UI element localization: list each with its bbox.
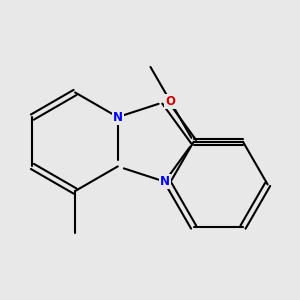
Text: O: O: [165, 95, 175, 108]
Text: N: N: [160, 175, 170, 188]
Text: N: N: [113, 111, 123, 124]
